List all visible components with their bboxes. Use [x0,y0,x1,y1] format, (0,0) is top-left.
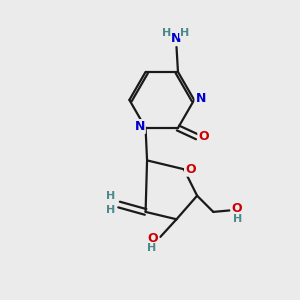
Text: H: H [162,28,171,38]
Text: N: N [134,120,145,133]
Text: O: O [148,232,158,245]
Text: O: O [232,202,242,215]
Text: O: O [198,130,209,143]
Text: H: H [147,243,156,253]
Text: H: H [180,28,189,38]
Text: N: N [196,92,206,105]
Text: O: O [185,163,196,176]
Text: N: N [171,32,182,45]
Text: H: H [106,206,116,215]
Text: H: H [233,214,242,224]
Text: H: H [106,191,116,201]
